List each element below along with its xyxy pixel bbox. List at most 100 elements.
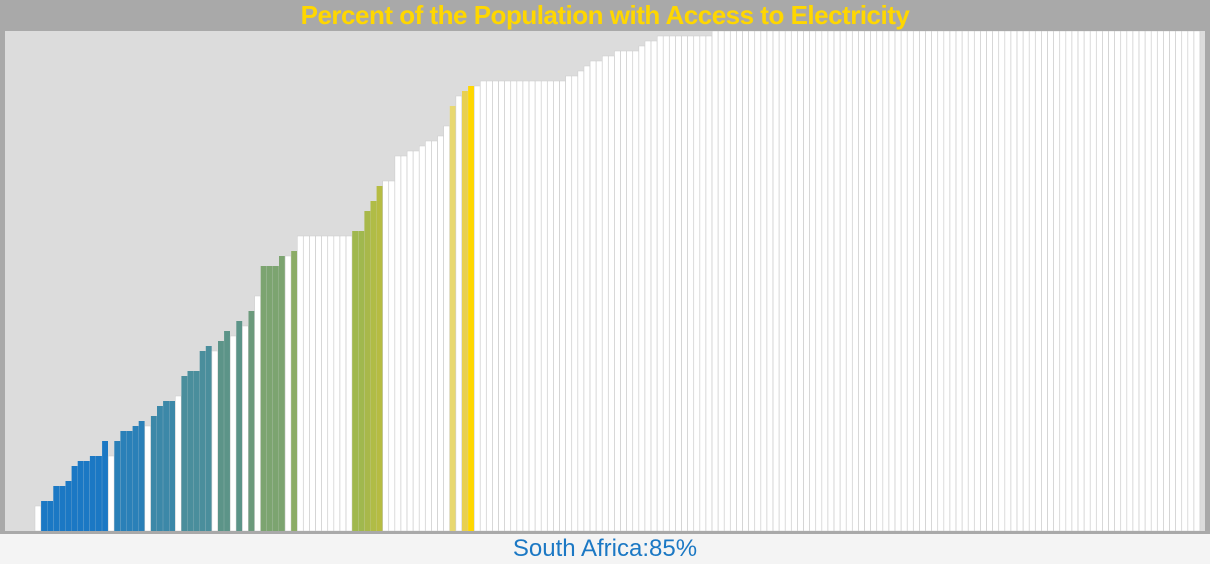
bar[interactable] xyxy=(937,31,944,531)
bar[interactable] xyxy=(724,31,731,531)
bar[interactable] xyxy=(169,401,176,531)
bar[interactable] xyxy=(284,255,292,531)
bar[interactable] xyxy=(522,80,530,531)
bar[interactable] xyxy=(1083,31,1091,531)
bar[interactable] xyxy=(711,31,719,531)
bar[interactable] xyxy=(766,31,774,531)
bar[interactable] xyxy=(1169,31,1176,531)
bar[interactable] xyxy=(1029,31,1036,531)
bar[interactable] xyxy=(961,31,969,531)
bar[interactable] xyxy=(638,45,646,531)
bar[interactable] xyxy=(656,35,664,531)
bar[interactable] xyxy=(1163,31,1170,531)
bar[interactable] xyxy=(827,31,835,531)
bar[interactable] xyxy=(1181,31,1188,531)
bar[interactable] xyxy=(1096,31,1103,531)
bar[interactable] xyxy=(205,346,212,531)
bar[interactable] xyxy=(138,421,145,531)
bar[interactable] xyxy=(602,55,609,531)
bar[interactable] xyxy=(163,401,169,531)
bar[interactable] xyxy=(89,456,96,531)
bar[interactable] xyxy=(1053,31,1060,531)
bar[interactable] xyxy=(364,211,371,531)
bar[interactable] xyxy=(65,481,72,531)
bar[interactable] xyxy=(132,426,139,531)
bar[interactable] xyxy=(406,150,414,531)
bar[interactable] xyxy=(102,441,108,531)
bar[interactable] xyxy=(114,441,121,531)
bar[interactable] xyxy=(510,80,517,531)
bar[interactable] xyxy=(394,155,402,531)
bar[interactable] xyxy=(157,406,163,531)
bar[interactable] xyxy=(47,501,54,531)
bar[interactable] xyxy=(1035,31,1042,531)
bar[interactable] xyxy=(187,371,194,531)
bar[interactable] xyxy=(547,80,554,531)
bar[interactable] xyxy=(34,505,42,531)
bar[interactable] xyxy=(681,35,688,531)
bar[interactable] xyxy=(486,80,493,531)
bar[interactable] xyxy=(1120,31,1127,531)
bar[interactable] xyxy=(931,31,938,531)
bar[interactable] xyxy=(248,311,255,531)
bar[interactable] xyxy=(327,235,334,531)
bar[interactable] xyxy=(345,235,353,531)
bar[interactable] xyxy=(419,145,426,531)
bar[interactable] xyxy=(992,31,999,531)
bar[interactable] xyxy=(1090,31,1097,531)
bar[interactable] xyxy=(77,461,84,531)
bar[interactable] xyxy=(1077,31,1085,531)
bar[interactable] xyxy=(175,395,182,531)
bar[interactable] xyxy=(1047,31,1054,531)
bar[interactable] xyxy=(339,235,347,531)
bar[interactable] xyxy=(181,376,188,531)
bar[interactable] xyxy=(858,31,865,531)
bar[interactable] xyxy=(1016,31,1024,531)
bar[interactable] xyxy=(462,91,468,531)
bar[interactable] xyxy=(736,31,743,531)
bar[interactable] xyxy=(998,31,1005,531)
bar[interactable] xyxy=(1175,31,1182,531)
bar[interactable] xyxy=(821,31,829,531)
bar[interactable] xyxy=(1144,31,1152,531)
bar[interactable] xyxy=(1065,31,1073,531)
bar[interactable] xyxy=(864,31,871,531)
bar[interactable] xyxy=(388,180,395,531)
bar[interactable] xyxy=(1010,31,1018,531)
bar[interactable] xyxy=(41,501,47,531)
bar[interactable] xyxy=(968,31,975,531)
bar[interactable] xyxy=(291,251,298,531)
bar[interactable] xyxy=(614,50,621,531)
bar[interactable] xyxy=(272,266,279,531)
bar[interactable] xyxy=(809,31,816,531)
bar[interactable] xyxy=(717,31,725,531)
bar[interactable] xyxy=(687,35,694,531)
bar[interactable] xyxy=(882,31,890,531)
bar[interactable] xyxy=(1114,31,1121,531)
bar[interactable] xyxy=(455,95,463,531)
bar[interactable] xyxy=(644,40,652,531)
bar[interactable] xyxy=(382,180,389,531)
bar[interactable] xyxy=(480,80,487,531)
bar[interactable] xyxy=(321,235,328,531)
bar[interactable] xyxy=(583,65,591,531)
bar[interactable] xyxy=(266,266,273,531)
bar[interactable] xyxy=(333,235,341,531)
bar[interactable] xyxy=(126,431,133,531)
bar[interactable] xyxy=(144,425,151,531)
bar[interactable] xyxy=(516,80,524,531)
bar[interactable] xyxy=(218,341,224,531)
bar[interactable] xyxy=(589,60,597,531)
bar[interactable] xyxy=(888,31,896,531)
bar[interactable] xyxy=(675,35,682,531)
bar[interactable] xyxy=(699,35,707,531)
bar[interactable] xyxy=(541,80,548,531)
bar[interactable] xyxy=(492,80,499,531)
bar[interactable] xyxy=(193,371,200,531)
bar[interactable] xyxy=(571,75,578,531)
bar[interactable] xyxy=(279,256,285,531)
bar[interactable] xyxy=(900,31,908,531)
bar[interactable] xyxy=(986,31,993,531)
bar[interactable] xyxy=(803,31,810,531)
bar[interactable] xyxy=(1187,31,1195,531)
